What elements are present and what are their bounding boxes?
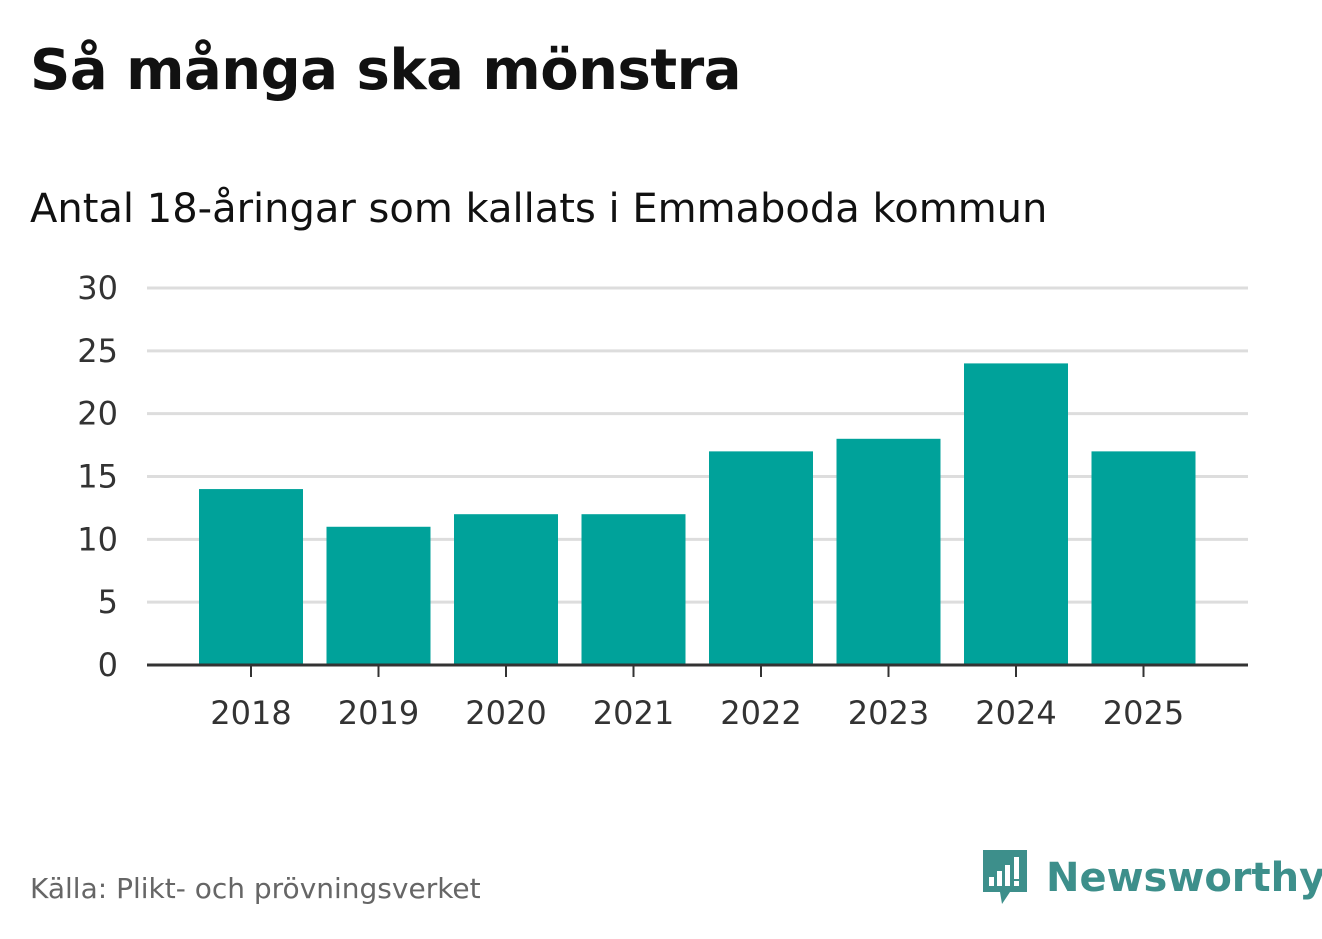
bar-2019 xyxy=(326,526,431,665)
x-tick-label: 2022 xyxy=(720,694,801,732)
y-tick-label: 20 xyxy=(77,395,118,433)
x-tick-label: 2024 xyxy=(975,694,1056,732)
x-axis xyxy=(147,663,1248,677)
bar-2024 xyxy=(964,363,1068,665)
y-tick-label: 25 xyxy=(77,332,118,370)
bar-2025 xyxy=(1091,451,1196,665)
x-tick-label: 2025 xyxy=(1103,694,1184,732)
x-tick-label: 2021 xyxy=(593,694,674,732)
grid-lines xyxy=(147,286,1248,604)
x-tick-label: 2023 xyxy=(848,694,929,732)
bar-2020 xyxy=(454,514,558,665)
bars xyxy=(199,363,1196,665)
bar-2018 xyxy=(199,489,303,665)
y-tick-label: 0 xyxy=(98,646,118,684)
brand-name: Newsworthy xyxy=(1046,855,1322,901)
x-tick-label: 2019 xyxy=(338,694,419,732)
brand-logo[interactable]: Newsworthy xyxy=(980,848,1322,908)
y-tick-label: 5 xyxy=(98,583,118,621)
bar-2023 xyxy=(836,438,941,665)
x-tick-label: 2018 xyxy=(210,694,291,732)
x-tick-label: 2020 xyxy=(465,694,546,732)
y-tick-label: 10 xyxy=(77,520,118,558)
bar-2022 xyxy=(709,451,813,665)
source-note: Källa: Plikt- och prövningsverket xyxy=(30,872,481,905)
y-tick-label: 15 xyxy=(77,458,118,496)
newsworthy-logo-icon xyxy=(983,850,1027,904)
y-tick-label: 30 xyxy=(77,269,118,307)
bar-2021 xyxy=(581,514,686,665)
y-axis-ticks: 0 5 10 15 20 25 30 xyxy=(77,269,118,684)
chart-title: Så många ska mönstra xyxy=(30,38,742,103)
x-axis-ticks: 2018 2019 2020 2021 2022 2023 2024 2025 xyxy=(210,694,1184,732)
chart-subtitle: Antal 18-åringar som kallats i Emmaboda … xyxy=(30,186,1048,232)
